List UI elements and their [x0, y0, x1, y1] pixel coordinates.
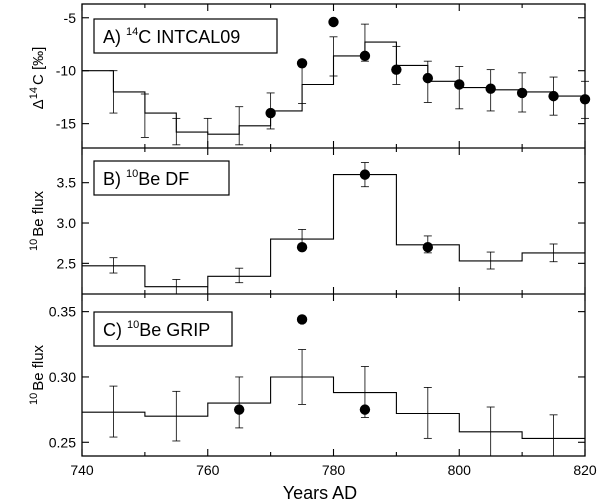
- x-tick-label: 740: [70, 462, 94, 478]
- panel-b-error-bar: [235, 267, 244, 284]
- panel-b-y-tick-label: 2.5: [57, 255, 77, 271]
- panel-c-title-box: C) 10Be GRIP: [93, 311, 233, 347]
- panel-a-error-bar: [235, 106, 244, 146]
- panel-c-data-point: [233, 404, 245, 415]
- panel-a-title: A) 14C INTCAL09: [103, 26, 240, 47]
- x-tick-label: 760: [196, 462, 220, 478]
- panel-c-error-bar: [486, 406, 495, 456]
- panel-a-y-tick-label: -15: [56, 116, 76, 132]
- panel-b-data-point: [359, 169, 371, 180]
- plot-frame: [81, 3, 586, 457]
- panel-c-y-tick-label: 0.25: [49, 434, 76, 450]
- x-tick-label: 800: [448, 462, 472, 478]
- panel-c-data-point: [359, 404, 371, 415]
- panel-c: 0.25 0.30 0.35 C) 10Be GRIP 10Be flux: [28, 304, 585, 456]
- panel-c-title: C) 10Be GRIP: [103, 319, 210, 340]
- panel-c-y-tick-label: 0.35: [49, 304, 76, 320]
- panel-frames: [81, 3, 586, 457]
- panel-b: 2.5 3.0 3.5 B) 10Be DF 10Be flux: [28, 160, 585, 294]
- panel-a-data-point: [516, 87, 528, 99]
- panel-a-error-bar: [140, 93, 149, 138]
- panel-b-error-bar: [486, 251, 495, 270]
- panel-b-y-axis-label: 10Be flux: [28, 190, 47, 251]
- x-axis-label: Years AD: [283, 483, 357, 503]
- panel-c-error-bar: [423, 387, 432, 439]
- panel-c-y-tick-label: 0.30: [49, 369, 76, 385]
- panel-a-y-tick-label: -5: [64, 10, 77, 26]
- panel-a-error-bar: [329, 36, 338, 77]
- panel-a-y-tick-label: -10: [56, 63, 76, 79]
- panel-b-error-bar: [549, 243, 558, 263]
- panel-b-error-bar: [172, 279, 181, 294]
- panel-a-error-bar: [172, 117, 181, 146]
- panel-a-data-point: [359, 50, 371, 62]
- panel-a-title-frame: [93, 18, 278, 54]
- panel-c-y-axis-label: 10Be flux: [28, 344, 47, 405]
- panel-c-error-bar: [109, 385, 118, 438]
- panel-b-title-frame: [93, 160, 230, 196]
- panel-c-title-frame: [93, 311, 233, 347]
- panel-b-title-box: B) 10Be DF: [93, 160, 230, 196]
- panel-b-y-tick-label: 3.0: [57, 215, 77, 231]
- panel-b-data-point: [422, 242, 434, 253]
- panel-a-data-point: [328, 16, 339, 28]
- panel-a: -15 -10 -5 A) 14C INTCAL09 Δ14C [‰]: [28, 10, 591, 148]
- panel-b-y-tick-label: 3.5: [57, 175, 77, 191]
- panel-a-data-point: [391, 64, 402, 75]
- panel-b-error-bar: [109, 257, 118, 274]
- panel-a-data-point: [548, 90, 559, 102]
- panel-a-title-box: A) 14C INTCAL09: [93, 18, 278, 54]
- panel-a-y-axis-label: Δ14C [‰]: [28, 47, 47, 110]
- panel-a-data-point: [265, 107, 276, 119]
- panel-c-error-bar: [549, 414, 558, 456]
- x-tick-label: 780: [322, 462, 346, 478]
- panel-a-data-point: [296, 58, 308, 69]
- panel-b-title: B) 10Be DF: [103, 168, 189, 189]
- panel-a-error-bar: [109, 70, 118, 114]
- x-tick-label: 820: [573, 462, 597, 478]
- panel-a-data-point: [422, 72, 434, 84]
- panel-a-data-point: [454, 79, 465, 90]
- panel-b-data-point: [296, 242, 308, 253]
- panel-c-error-bar: [235, 376, 244, 429]
- panel-c-error-bar: [298, 349, 307, 405]
- panel-c-data-point: [296, 314, 308, 325]
- panel-c-error-bar: [172, 390, 181, 442]
- panel-a-data-point: [485, 83, 496, 94]
